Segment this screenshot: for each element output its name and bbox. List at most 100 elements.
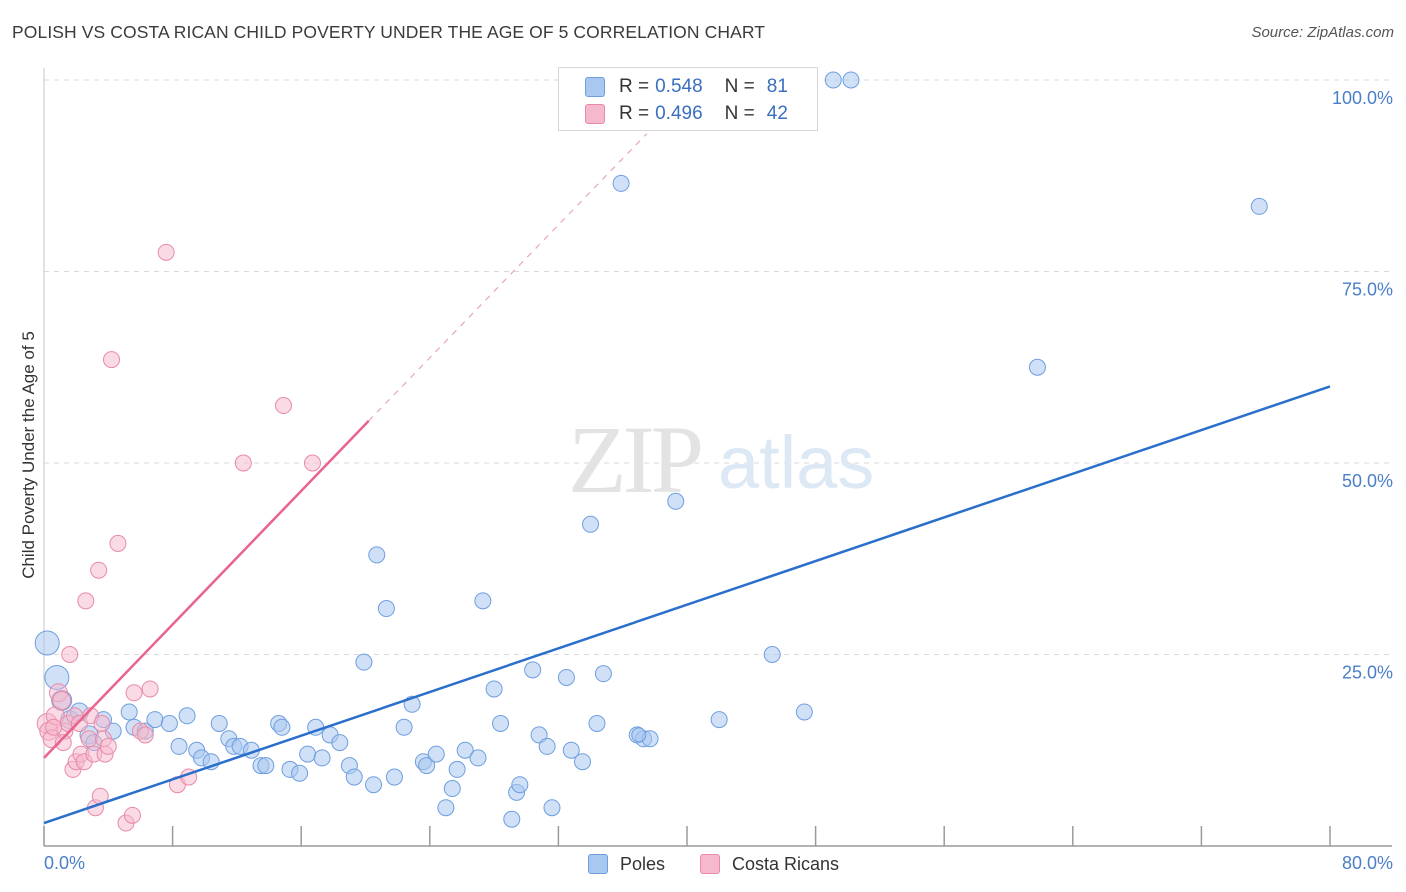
poles-point (667, 492, 685, 510)
costa-trend-extension (368, 133, 648, 422)
x-tick-label-max: 80.0% (1342, 853, 1393, 873)
y-axis-label: Child Poverty Under the Age of 5 (19, 331, 38, 579)
poles-point (355, 653, 373, 671)
poles-point (365, 776, 383, 794)
legend-row-costa: R = 0.496 N = 42 (585, 101, 788, 127)
poles-point (291, 764, 309, 782)
poles-point (538, 737, 556, 755)
poles-point (257, 757, 275, 775)
watermark: ZIP atlas (568, 406, 874, 513)
poles-r-value: 0.548 (655, 76, 703, 97)
poles-n-value: 81 (766, 76, 788, 97)
costa-point (303, 454, 321, 472)
x-axis (43, 68, 1392, 847)
y-tick-label-1: 50.0% (1342, 471, 1393, 491)
poles-r-label: R = (619, 76, 650, 97)
poles-point (469, 749, 487, 767)
poles-point (443, 780, 461, 798)
poles-point (170, 737, 188, 755)
gridlines (44, 79, 1392, 655)
poles-point (1028, 358, 1046, 376)
poles-point (34, 630, 60, 656)
bottom-poles-swatch (588, 854, 608, 874)
costa-swatch (585, 104, 605, 124)
poles-point (543, 799, 561, 817)
poles-point (594, 665, 612, 683)
poles-point (448, 760, 466, 778)
poles-trend-line (43, 385, 1331, 825)
correlation-legend: R = 0.548 N = 81 R = 0.496 N = 42 (558, 67, 818, 131)
bottom-poles-label: Poles (620, 853, 666, 874)
watermark-atlas: atlas (718, 421, 874, 504)
costa-point (125, 684, 143, 702)
poles-point (456, 741, 474, 759)
poles-point (524, 661, 542, 679)
bottom-costa-label: Costa Ricans (732, 853, 840, 874)
poles-point (1250, 197, 1268, 215)
costa-point (136, 726, 154, 744)
poles-point (842, 71, 860, 89)
poles-point (503, 810, 521, 828)
costa-point (103, 351, 121, 369)
poles-n-label: N = (724, 76, 755, 97)
poles-point (795, 703, 813, 721)
poles-point (146, 711, 164, 729)
watermark-zip: ZIP (568, 406, 701, 513)
costa-point (109, 534, 127, 552)
bottom-legend-costa: Costa Ricans (700, 852, 839, 876)
trend-lines (43, 133, 1331, 825)
poles-point (345, 768, 363, 786)
costa-n-label: N = (724, 103, 755, 124)
costa-point (61, 646, 79, 663)
poles-points (34, 71, 1268, 828)
poles-point (377, 600, 395, 618)
poles-point (437, 799, 455, 817)
costa-point (157, 243, 175, 261)
poles-point (530, 726, 548, 744)
bottom-costa-swatch (700, 854, 720, 874)
costa-n-value: 42 (766, 103, 788, 124)
poles-point (763, 646, 781, 663)
poles-point (210, 714, 228, 732)
costa-r-label: R = (619, 103, 650, 124)
poles-point (562, 741, 580, 759)
costa-point (77, 592, 95, 610)
costa-point (90, 561, 108, 579)
costa-point (80, 730, 98, 748)
costa-point (234, 454, 252, 472)
costa-point (52, 690, 72, 710)
costa-point (275, 397, 293, 415)
x-tick-label-min: 0.0% (44, 853, 85, 873)
poles-point (710, 711, 728, 729)
poles-point (474, 592, 492, 610)
y-tick-label-0: 25.0% (1342, 663, 1393, 683)
poles-point (160, 714, 178, 732)
poles-point (824, 71, 842, 89)
costa-point (99, 737, 117, 755)
costa-r-value: 0.496 (655, 103, 703, 124)
poles-point (582, 515, 600, 533)
costa-point (45, 718, 63, 736)
poles-point (178, 707, 196, 725)
poles-point (557, 668, 575, 686)
poles-point (368, 546, 386, 564)
costa-point (54, 734, 72, 752)
costa-point (141, 680, 159, 698)
poles-point (574, 753, 592, 771)
chart-title: POLISH VS COSTA RICAN CHILD POVERTY UNDE… (12, 22, 766, 42)
y-tick-label-3: 100.0% (1332, 88, 1393, 108)
poles-point (612, 174, 630, 192)
bottom-legend-poles: Poles (588, 852, 665, 876)
source-label: Source: ZipAtlas.com (1251, 24, 1394, 41)
costa-point (123, 806, 141, 824)
poles-point (631, 727, 647, 743)
poles-swatch (585, 77, 605, 97)
y-tick-labels: 25.0% 50.0% 75.0% 100.0% (1332, 88, 1393, 683)
costa-point (93, 714, 111, 732)
poles-point (313, 749, 331, 767)
poles-point (588, 714, 606, 732)
poles-point (427, 745, 445, 763)
y-tick-label-2: 75.0% (1342, 280, 1393, 300)
costa-points (36, 243, 321, 832)
poles-point (492, 714, 510, 732)
